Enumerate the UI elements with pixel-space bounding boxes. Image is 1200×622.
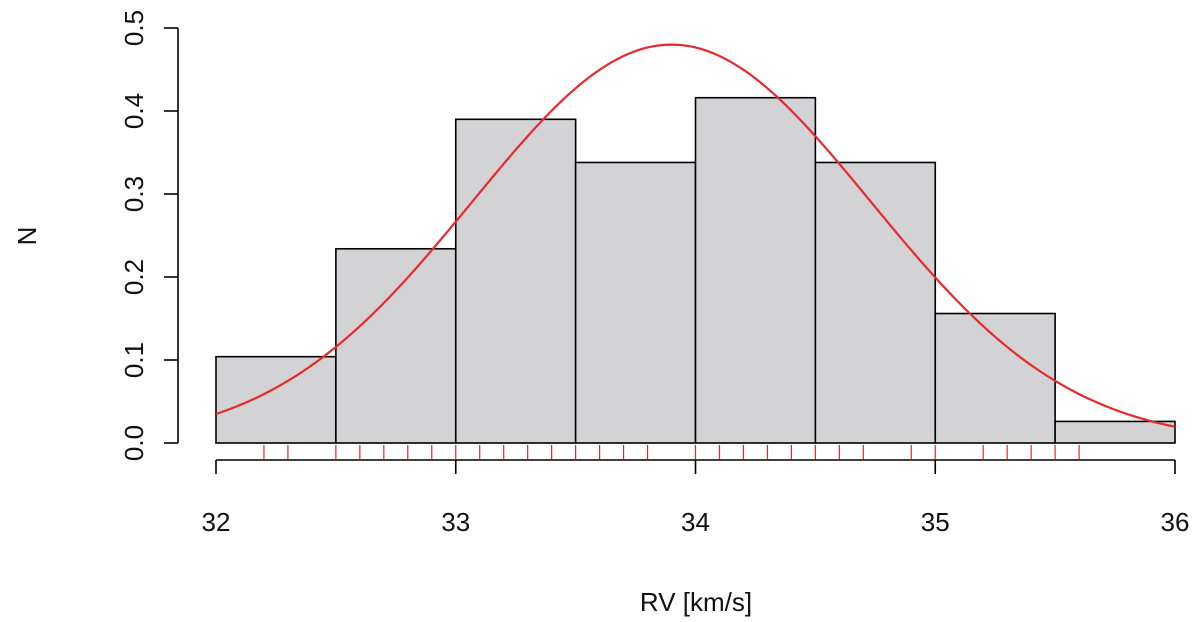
histogram-bar-5 (694, 96, 817, 444)
normal-fit-curve (215, 43, 1176, 428)
x-tick-label-3: 35 (921, 507, 950, 537)
x-tick-label-1: 33 (441, 507, 470, 537)
y-axis: 0.0 0.1 0.2 0.3 0.4 0.5 (119, 10, 179, 461)
histogram-bar-4 (574, 161, 697, 444)
rug-ticks (263, 445, 1080, 459)
y-tick-label-0: 0.0 (119, 425, 149, 461)
histogram-bar-1 (215, 355, 337, 444)
y-tick-label-4: 0.4 (119, 93, 149, 129)
histogram-bar-6 (814, 161, 937, 444)
x-tick-label-2: 34 (681, 507, 710, 537)
y-tick-label-2: 0.2 (119, 259, 149, 295)
x-tick-label-4: 36 (1161, 507, 1190, 537)
histogram-bar-2 (335, 247, 457, 444)
x-tick-label-0: 32 (202, 507, 231, 537)
histogram-bar-7 (934, 312, 1056, 444)
y-tick-label-3: 0.3 (119, 176, 149, 212)
histogram-bar-8 (1054, 420, 1176, 444)
y-axis-title: N (12, 227, 42, 246)
x-axis-title: RV [km/s] (640, 587, 752, 617)
histogram-bars (215, 96, 1176, 444)
y-tick-label-5: 0.5 (119, 10, 149, 46)
x-axis: 32 33 34 35 36 (202, 459, 1190, 537)
y-tick-label-1: 0.1 (119, 342, 149, 378)
histogram-bar-3 (454, 118, 577, 444)
